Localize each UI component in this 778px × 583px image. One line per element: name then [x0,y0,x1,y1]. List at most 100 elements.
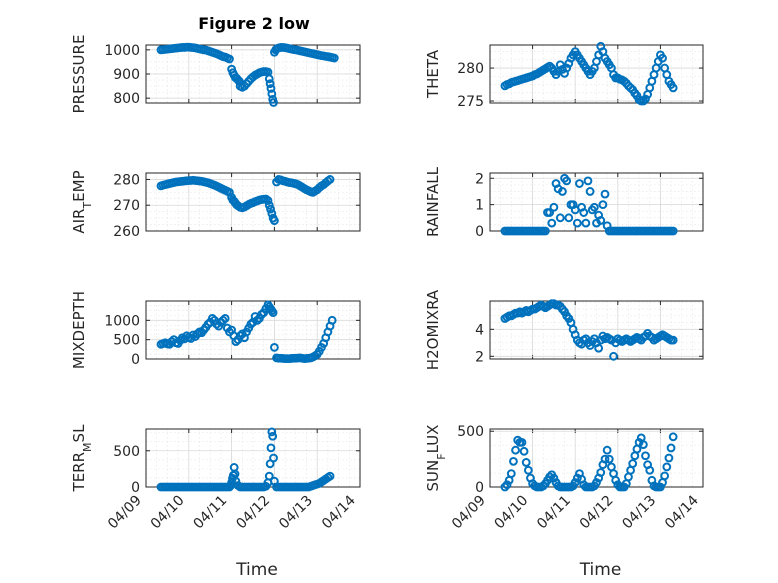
data-point [604,454,614,464]
data-point [267,89,277,99]
x-axis-label: Time [579,560,622,580]
data-point [268,431,278,441]
y-tick-label: 0 [475,224,484,240]
x-axis-label: Time [235,560,278,580]
y-tick-label: 275 [457,94,484,110]
axes-border [489,44,704,104]
y-tick-label: 2 [475,171,484,187]
y-tick-label: 0 [131,352,140,368]
subplot-6: 2 4 H2OMIXRA [424,289,704,370]
y-tick-label: 280 [457,61,484,77]
data-point [602,445,612,455]
data-point [558,187,567,196]
y-tick-label: 0 [131,480,140,496]
y-tick-label: 1000 [104,313,140,329]
x-tick-label: 04/13 [619,493,659,533]
data-point [596,216,606,225]
data-point [660,471,670,481]
axes-border [145,172,361,232]
subplot-8: 04/09 04/10 04/11 04/12 04/13 04/14 0 500 SUNFLU… [424,424,704,580]
data-point [263,196,273,205]
data-point [664,453,674,463]
data-point [572,218,582,228]
data-point [264,74,274,84]
data-point [609,351,618,361]
axes-border [145,300,361,360]
y-tick-label: 4 [475,322,484,338]
data-point [220,314,230,323]
data-point [266,443,276,453]
subplot-3: 260 270 280 AIRTEMP [70,170,361,240]
y-axis-label: RAINFALL [424,166,442,237]
x-tick-label: 04/14 [662,492,702,532]
data-point [327,315,337,325]
data-point [547,218,557,228]
data-point [540,226,550,236]
subplot-5: 0 500 1000 MIXDEPTH [70,291,361,369]
data-point [572,473,582,483]
figure-title: Figure 2 low [198,14,310,33]
data-point [545,208,555,217]
y-tick-label: 2 [475,349,484,365]
y-tick-label: 500 [113,333,140,349]
x-tick-label: 04/11 [191,493,231,533]
axes-border [489,300,704,360]
data-point [329,53,339,63]
y-tick-label: 280 [113,172,140,188]
data-point [562,63,572,73]
data-point [325,471,335,481]
data-point [575,179,584,188]
subplot-7: 04/09 04/10 04/11 04/12 04/13 04/14 0 500 TERRMS… [70,424,361,580]
data-point [267,209,277,218]
data-point [265,79,275,89]
subplot-1: 800 900 1000 PRESSURE [70,35,361,114]
data-point [668,432,678,442]
x-tick-label: 04/10 [148,493,188,533]
data-point [645,465,655,475]
y-tick-label: 1000 [104,43,140,59]
y-axis-label: THETA [424,49,442,99]
y-axis-label: AIRTEMP [70,170,94,233]
data-point [668,83,678,93]
y-tick-label: 270 [113,198,140,214]
x-tick-label: 04/12 [233,493,273,533]
data-point [519,446,529,456]
data-point [641,94,650,104]
axes-border [145,44,361,104]
data-point [269,453,278,463]
data-point [658,53,667,63]
data-point [555,213,565,223]
data-point [264,200,274,210]
data-point [662,462,672,472]
data-point [596,468,606,477]
data-point [502,480,512,490]
data-point [600,189,610,199]
data-point [231,476,241,486]
y-tick-label: 1 [475,198,484,214]
data-point [592,478,601,487]
data-point [589,202,599,212]
data-point [579,208,589,217]
data-point [656,482,665,492]
data-point [600,454,610,464]
data-point [581,218,591,228]
data-point [269,98,278,107]
x-tick-label: 04/09 [449,493,489,533]
data-point [549,202,559,212]
data-point [638,440,648,450]
subplot-2: 275 280 THETA [424,41,704,110]
y-tick-label: 0 [475,480,484,496]
data-point [267,427,277,437]
data-point [594,343,604,353]
data-point [270,343,279,352]
y-axis-label: PRESSURE [70,35,88,114]
y-axis-label: MIXDEPTH [70,291,88,369]
data-point [634,437,644,447]
y-tick-label: 500 [113,444,140,460]
x-tick-label: 04/11 [534,493,574,533]
x-tick-label: 04/14 [319,492,359,532]
data-point [585,187,595,196]
y-axis-label: TERRMSL [70,424,94,493]
data-point [598,200,608,210]
